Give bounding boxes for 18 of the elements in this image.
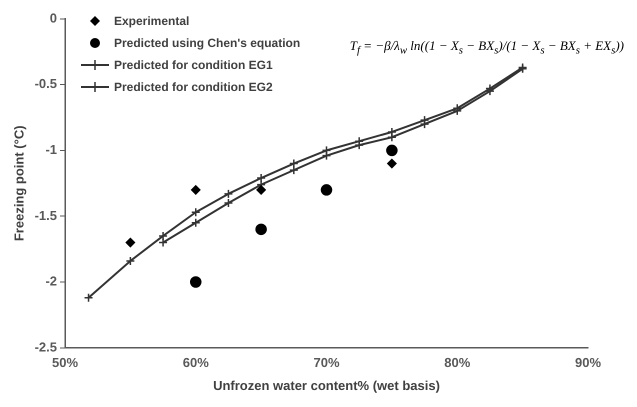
x-tick-label: 90% (574, 355, 602, 370)
x-tick-label: 80% (444, 355, 471, 370)
x-tick-label: 60% (182, 355, 210, 370)
x-tick-label: 70% (313, 355, 340, 370)
y-tick-label: -2.5 (34, 339, 57, 354)
text: T$_{f}$ = −β/λ$_{w}$ ln((1 − X$_{s}$ − BX$_{s}$)/(1 − X$_{s}$ − BX$_{s}$ + EX$_{s}$)) (350, 38, 624, 57)
y-axis-title: Freezing point (°C) (11, 125, 26, 242)
y-tick-label: -1.5 (34, 208, 57, 223)
y-tick-label: 0 (50, 10, 57, 26)
x-axis-title: Unfrozen water content% (wet basis) (213, 378, 440, 393)
x-tick-label: 50% (52, 355, 78, 370)
legend-label: Predicted for condition EG1 (114, 58, 273, 72)
y-tick-label: -1 (45, 142, 57, 157)
legend-label: Experimental (114, 14, 190, 28)
y-tick-label: -0.5 (34, 76, 57, 92)
legend-label: Predicted using Chen's equation (114, 36, 300, 50)
legend-label: Predicted for condition EG2 (114, 80, 273, 94)
y-tick-label: -2 (45, 274, 57, 289)
